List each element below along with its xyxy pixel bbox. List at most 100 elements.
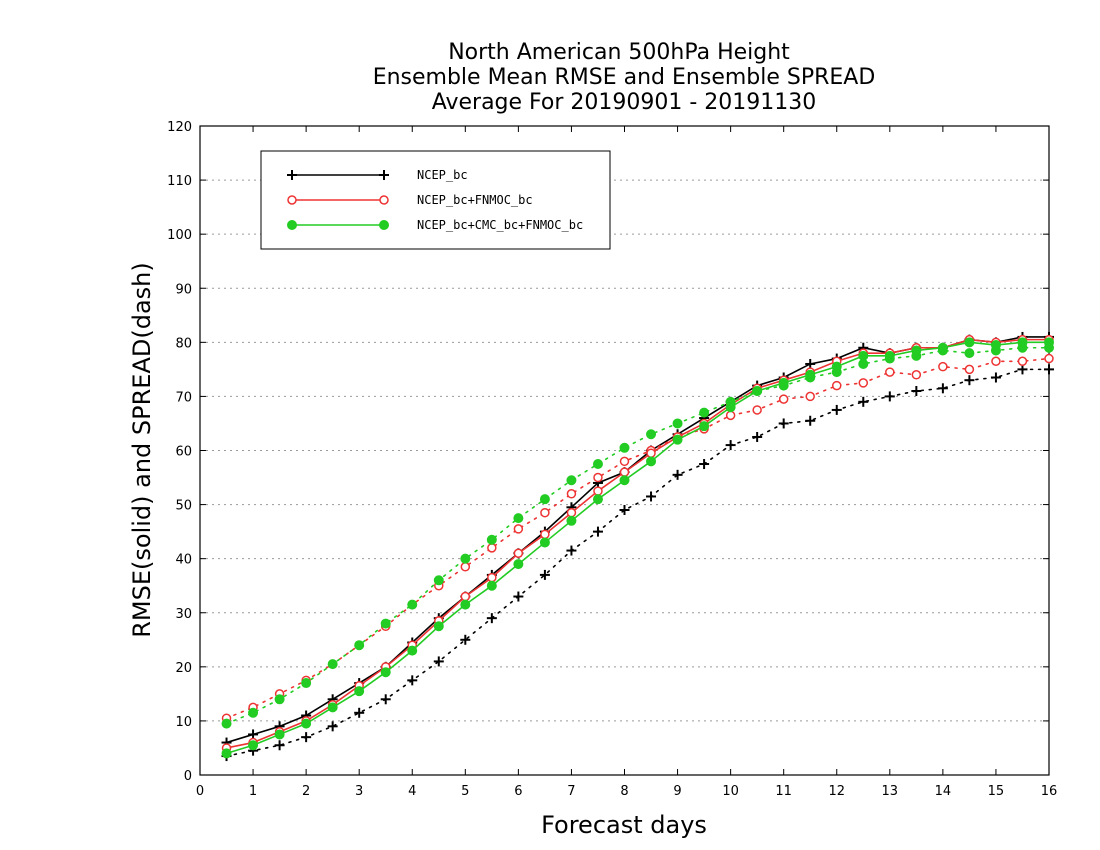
- spread-point: [699, 407, 710, 418]
- spread-point: [487, 543, 497, 553]
- y-tick-label: 20: [175, 661, 192, 676]
- y-tick-label: 10: [175, 715, 192, 730]
- y-tick-label: 60: [175, 445, 192, 460]
- series-0: [221, 331, 1054, 762]
- x-tick-label: 8: [620, 784, 628, 799]
- chart-title: North American 500hPa Height Ensemble Me…: [373, 40, 876, 115]
- spread-point: [327, 721, 338, 732]
- spread-point: [486, 534, 497, 545]
- x-tick-label: 10: [722, 784, 739, 799]
- spread-point: [937, 383, 948, 394]
- x-tick-label: 1: [249, 784, 257, 799]
- x-tick-label: 12: [828, 784, 845, 799]
- rmse-point: [619, 475, 630, 486]
- spread-point: [540, 507, 550, 518]
- spread-point: [646, 429, 657, 440]
- rmse-point: [646, 456, 657, 467]
- spread-point: [593, 472, 603, 483]
- rmse-point: [592, 494, 603, 505]
- spread-point: [619, 442, 630, 453]
- y-tick-label: 30: [175, 607, 192, 622]
- rmse-point: [487, 572, 497, 583]
- rmse-point: [725, 402, 736, 413]
- spread-point: [274, 740, 285, 751]
- spread-point: [380, 618, 391, 629]
- rmse-point: [858, 350, 869, 361]
- rmse-point: [274, 729, 285, 740]
- legend: NCEP_bc NCEP_bc+FNMOC_bc NCEP_bc+CMC_bc+FN…: [260, 150, 611, 250]
- y-tick-label: 0: [184, 769, 192, 784]
- rmse-point: [646, 448, 656, 458]
- x-tick-label: 2: [302, 784, 310, 799]
- spread-point: [1044, 364, 1054, 375]
- y-tick-label: 90: [175, 282, 192, 297]
- spread-point: [964, 348, 975, 359]
- rmse-point: [778, 377, 789, 388]
- rmse-point: [1017, 337, 1028, 348]
- x-tick-label: 14: [935, 784, 952, 799]
- spread-point: [407, 675, 418, 686]
- rmse-point: [540, 529, 550, 540]
- spread-point: [354, 707, 365, 718]
- rmse-point: [593, 486, 603, 496]
- rmse-point: [566, 507, 577, 518]
- rmse-point: [460, 591, 471, 602]
- rmse-point: [884, 350, 895, 361]
- spread-point: [460, 553, 471, 564]
- spread-point: [539, 494, 550, 505]
- legend-marker-right: [379, 195, 389, 205]
- spread-point: [566, 545, 577, 556]
- rmse-point: [805, 358, 816, 369]
- title-line-1: North American 500hPa Height: [448, 40, 790, 65]
- rmse-point: [805, 369, 816, 380]
- spread-point: [274, 694, 285, 705]
- x-tick-label: 11: [775, 784, 792, 799]
- spread-point: [460, 634, 471, 645]
- spread-point: [1017, 356, 1028, 367]
- spread-point: [832, 380, 842, 391]
- spread-line-2: [225, 346, 1050, 725]
- y-tick-label: 100: [167, 228, 192, 243]
- spread-point: [805, 391, 815, 402]
- rmse-point: [513, 559, 524, 570]
- series-1: [221, 334, 1054, 753]
- spread-point: [990, 372, 1001, 383]
- spread-point: [911, 386, 922, 397]
- series-layer: [221, 331, 1054, 762]
- rmse-point: [990, 340, 1001, 351]
- x-tick-label: 15: [988, 784, 1005, 799]
- rmse-point: [513, 548, 524, 559]
- spread-point: [619, 504, 630, 515]
- rmse-point: [672, 434, 683, 445]
- legend-marker-right: [379, 220, 389, 230]
- rmse-point: [911, 345, 922, 356]
- spread-point: [327, 659, 338, 670]
- spread-point: [248, 707, 259, 718]
- y-tick-label: 120: [167, 120, 192, 135]
- spread-point: [1044, 353, 1054, 364]
- spread-point: [592, 459, 603, 470]
- spread-point: [672, 469, 683, 480]
- rmse-point: [964, 337, 975, 348]
- rmse-line-1: [226, 338, 1049, 749]
- rmse-point: [460, 599, 471, 610]
- spread-point: [991, 356, 1001, 367]
- x-tick-label: 4: [408, 784, 416, 799]
- x-tick-label: 5: [461, 784, 469, 799]
- legend-item-2: NCEP_bc+CMC_bc+FNMOC_bc: [287, 218, 583, 232]
- rmse-point: [327, 702, 338, 713]
- x-tick-label: 0: [196, 784, 204, 799]
- spread-point: [433, 656, 444, 667]
- spread-point: [513, 591, 524, 602]
- series-2: [221, 337, 1054, 759]
- spread-point: [566, 489, 577, 499]
- spread-point: [831, 404, 842, 415]
- legend-item-0: NCEP_bc: [287, 168, 468, 182]
- rmse-point: [699, 421, 710, 432]
- y-tick-label: 40: [175, 553, 192, 568]
- rmse-point: [539, 537, 550, 548]
- x-tick-label: 6: [514, 784, 522, 799]
- rmse-point: [752, 386, 763, 397]
- spread-point: [672, 418, 683, 429]
